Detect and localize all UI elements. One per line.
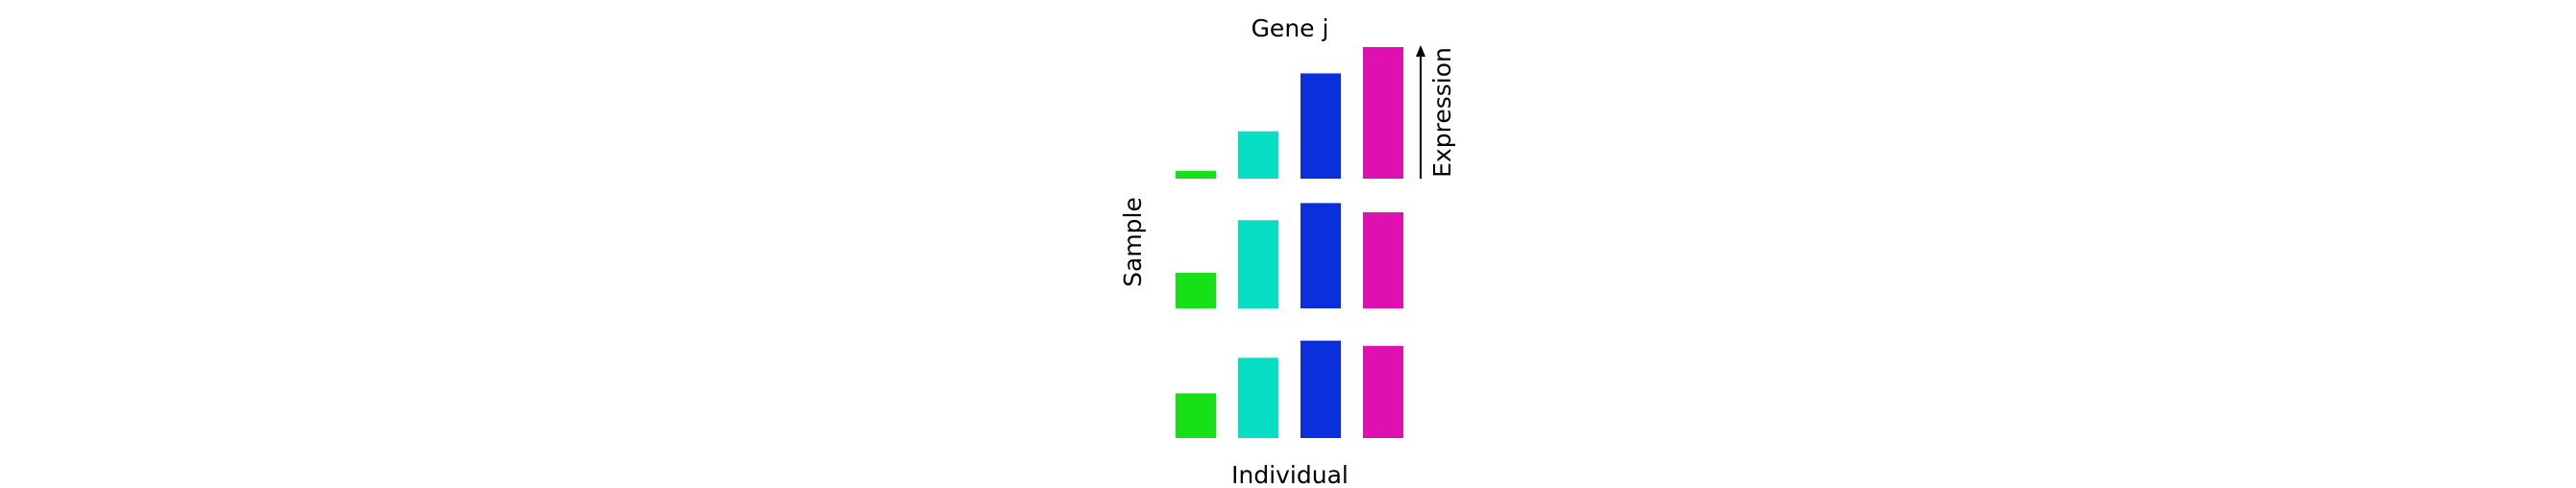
bars-group (1176, 47, 1403, 438)
bar-sample-2-individual-4 (1363, 211, 1403, 308)
bar-sample-1-individual-2 (1238, 131, 1278, 179)
bar-sample-1-individual-4 (1363, 47, 1403, 179)
expression-arrow-head (1416, 45, 1425, 57)
expression-label: Expression (1428, 47, 1456, 178)
expression-arrow (1416, 45, 1425, 179)
bar-sample-2-individual-1 (1176, 273, 1216, 308)
bar-sample-3-individual-3 (1300, 340, 1341, 438)
bar-sample-3-individual-1 (1176, 393, 1216, 438)
bar-sample-2-individual-2 (1238, 220, 1278, 308)
bar-sample-1-individual-1 (1176, 170, 1216, 179)
bar-sample-1-individual-3 (1300, 73, 1341, 179)
bar-sample-2-individual-3 (1300, 203, 1341, 308)
y-axis-label: Sample (1119, 197, 1147, 287)
bar-sample-3-individual-2 (1238, 357, 1278, 438)
chart-title: Gene j (1251, 14, 1329, 42)
x-axis-label: Individual (1231, 461, 1349, 488)
bar-sample-3-individual-4 (1363, 346, 1403, 438)
